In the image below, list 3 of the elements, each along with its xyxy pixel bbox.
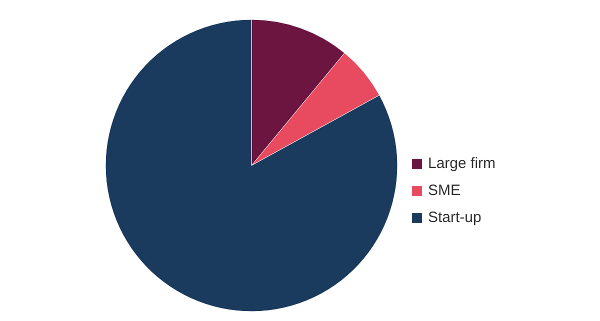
legend-label: Start-up bbox=[428, 209, 482, 226]
legend-label: SME bbox=[428, 182, 461, 199]
legend-label: Large firm bbox=[428, 155, 496, 172]
